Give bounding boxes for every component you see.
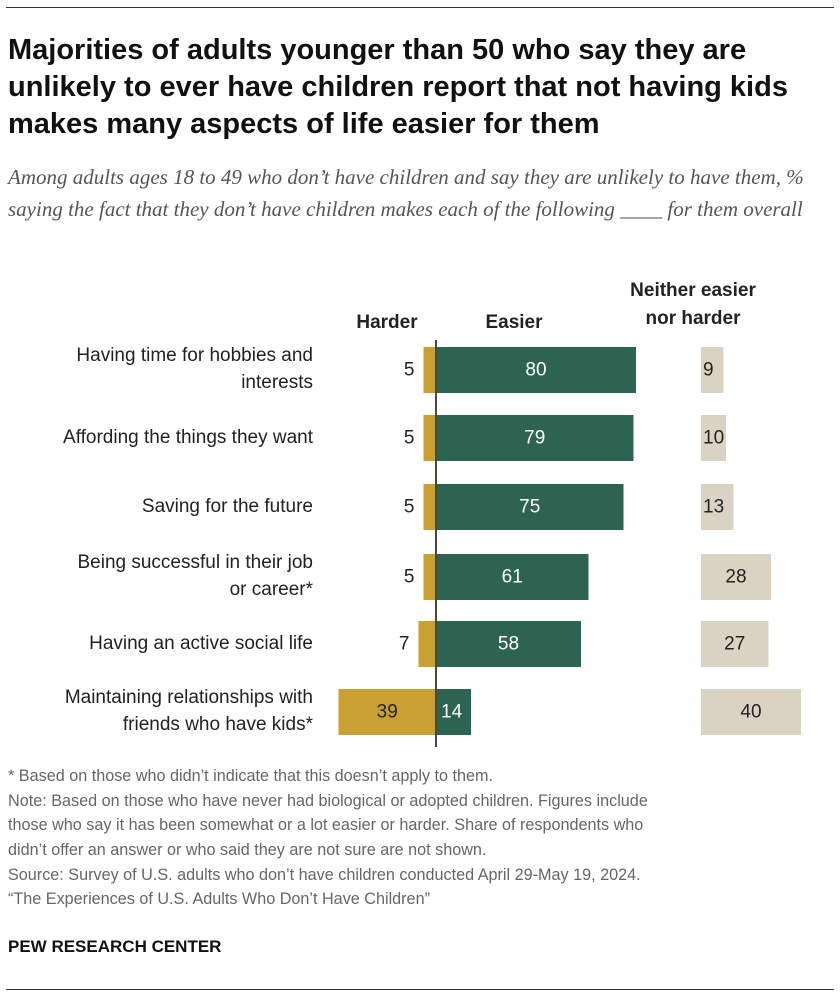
harder-bar (423, 484, 436, 530)
asterisk-note: * Based on those who didn’t indicate tha… (8, 767, 494, 785)
easier-bar (436, 689, 471, 735)
neither-value-label: 40 (740, 702, 761, 723)
neither-value-label: 28 (725, 567, 746, 588)
neither-bar (701, 621, 769, 667)
chart-title: Majorities of adults younger than 50 who… (8, 34, 788, 140)
easier-value-label: 75 (519, 497, 540, 518)
neither-bar (701, 554, 771, 600)
neither-bar (701, 484, 734, 530)
harder-bar (338, 689, 436, 735)
bar-plot: 5 80 9 5 79 10 5 75 13 5 61 28 7 58 27 39 14 40 (338, 340, 801, 747)
chart-area: Harder Easier Neither easier nor harder … (0, 270, 840, 760)
row-label: Being successful in their job or career* (0, 550, 313, 604)
easier-value-label: 14 (441, 702, 463, 723)
header-easier: Easier (485, 312, 543, 333)
row-label-line: or career* (229, 578, 313, 600)
note-line-1: Note: Based on those who have never had … (8, 791, 648, 810)
row-label-line: Saving for the future (141, 495, 313, 517)
easier-value-label: 58 (498, 634, 519, 655)
notes: * Based on those who didn’t indicate tha… (8, 764, 828, 912)
row-label-line: Maintaining relationships with (64, 687, 313, 708)
harder-bar (423, 554, 436, 600)
row-label-line: Having time for hobbies and (76, 345, 313, 366)
header-neither-line1: Neither easier (630, 280, 756, 301)
easier-value-label: 61 (502, 567, 523, 588)
note-line-3: didn’t offer an answer or who said they … (8, 840, 487, 859)
row-label-line: Having an active social life (89, 632, 313, 654)
note-line-2: those who say it has been somewhat or a … (8, 816, 644, 835)
harder-value-label: 7 (399, 634, 410, 655)
neither-bar (701, 347, 724, 393)
row-label: Having time for hobbies and interests (0, 343, 313, 397)
harder-bar (423, 347, 436, 393)
harder-value-label: 5 (404, 428, 415, 449)
row-label: Affording the things they want (0, 425, 313, 452)
header-neither: Neither easier nor harder (598, 277, 788, 332)
bottom-rule (6, 989, 834, 990)
easier-bar (436, 621, 581, 667)
source-line: Source: Survey of U.S. adults who don’t … (8, 865, 641, 884)
harder-bar (418, 621, 436, 667)
report-title: “The Experiences of U.S. Adults Who Don’… (8, 890, 430, 909)
easier-bar (436, 347, 636, 393)
neither-value-label: 9 (703, 360, 714, 381)
neither-bar (701, 689, 801, 735)
row-label-line: Affording the things they want (63, 426, 313, 448)
neither-value-label: 10 (703, 428, 724, 449)
easier-value-label: 80 (525, 360, 546, 381)
row-label: Maintaining relationships with friends wh… (0, 685, 313, 739)
easier-bar (436, 554, 589, 600)
header-harder: Harder (356, 312, 418, 333)
row-label: Saving for the future (0, 494, 313, 521)
easier-bar (436, 484, 624, 530)
pew-logo-text: PEW RESEARCH CENTER (8, 937, 222, 956)
row-label-line: friends who have kids* (122, 713, 313, 735)
harder-value-label: 5 (404, 567, 415, 588)
easier-bar (436, 415, 634, 461)
harder-value-label: 39 (377, 702, 398, 723)
neither-value-label: 13 (703, 497, 724, 518)
neither-bar (701, 415, 726, 461)
harder-value-label: 5 (404, 497, 415, 518)
harder-bar (423, 415, 436, 461)
neither-value-label: 27 (724, 634, 745, 655)
harder-value-label: 5 (404, 360, 415, 381)
row-label: Having an active social life (0, 631, 313, 658)
row-label-line: Being successful in their job (77, 552, 313, 573)
row-label-line: interests (241, 371, 313, 393)
header-neither-line2: nor harder (645, 307, 741, 329)
easier-value-label: 79 (524, 428, 545, 449)
top-rule (6, 7, 834, 8)
chart-subtitle: Among adults ages 18 to 49 who don’t hav… (8, 165, 804, 221)
